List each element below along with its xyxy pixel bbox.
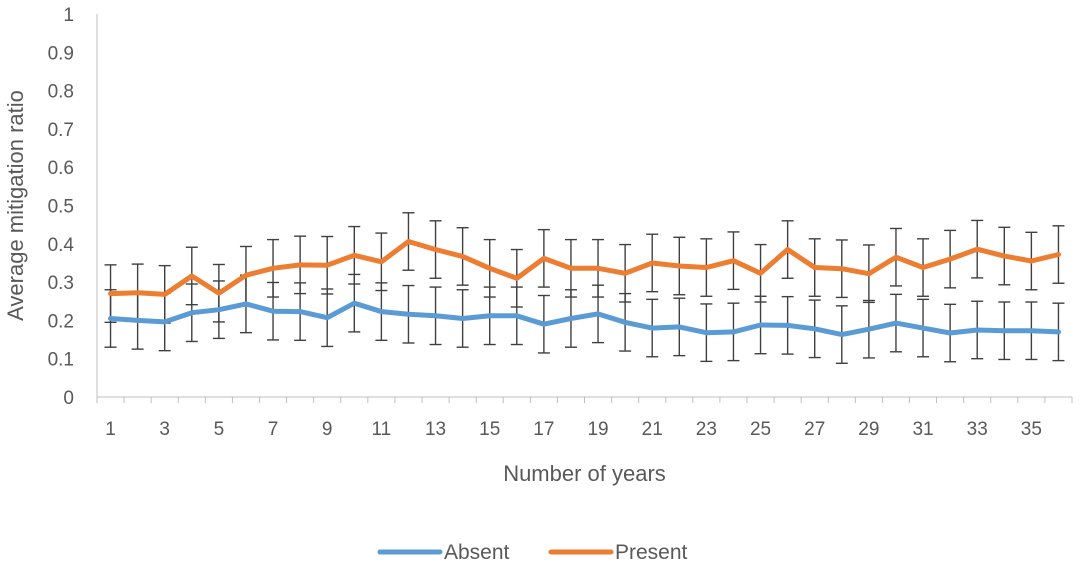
y-tick-label: 0.7 xyxy=(48,120,74,141)
x-tick-label: 29 xyxy=(858,419,879,440)
x-tick-label: 3 xyxy=(159,419,170,440)
legend-item-absent: Absent xyxy=(377,541,510,564)
x-tick-label: 1 xyxy=(105,419,116,440)
x-tick-label: 27 xyxy=(804,419,825,440)
x-tick-label: 31 xyxy=(912,419,933,440)
y-tick-label: 0.2 xyxy=(48,311,74,332)
x-tick-label: 15 xyxy=(479,419,500,440)
legend: Absent Present xyxy=(377,541,688,564)
y-tick-label: 0.6 xyxy=(48,158,74,179)
x-tick-label: 19 xyxy=(587,419,608,440)
series-line-present xyxy=(108,239,1061,297)
legend-label: Present xyxy=(615,541,688,564)
legend-label: Absent xyxy=(444,541,510,564)
x-tick-label: 25 xyxy=(750,419,771,440)
y-axis-ticks: 0 0.1 0.2 0.3 0.4 0.5 0.6 0.7 0.8 0.9 1 xyxy=(48,5,75,409)
series-lines xyxy=(108,239,1061,338)
y-tick-label: 0.5 xyxy=(48,197,74,218)
x-tick-label: 13 xyxy=(425,419,446,440)
x-axis-ticks: 1 3 5 7 9 11 13 15 17 19 21 23 25 27 29 31 33 35 xyxy=(96,397,1073,440)
x-tick-label: 7 xyxy=(268,419,279,440)
series-line-absent xyxy=(108,300,1061,338)
y-tick-label: 0.9 xyxy=(48,43,74,64)
x-tick-label: 9 xyxy=(322,419,333,440)
y-axis-title: Average mitigation ratio xyxy=(3,90,28,321)
y-tick-label: 0.4 xyxy=(48,235,75,256)
y-tick-label: 0.3 xyxy=(48,273,74,294)
x-tick-label: 17 xyxy=(533,419,554,440)
x-tick-label: 11 xyxy=(372,419,392,440)
x-tick-label: 35 xyxy=(1021,419,1042,440)
error-bars xyxy=(104,212,1065,364)
x-tick-label: 21 xyxy=(642,419,663,440)
y-tick-label: 0.8 xyxy=(48,82,74,103)
x-axis-title: Number of years xyxy=(503,461,666,486)
y-tick-label: 0.1 xyxy=(48,350,74,371)
x-tick-label: 33 xyxy=(967,419,988,440)
x-tick-label: 23 xyxy=(696,419,717,440)
x-tick-label: 5 xyxy=(214,419,225,440)
legend-item-present: Present xyxy=(548,541,688,564)
y-tick-label: 1 xyxy=(63,5,74,26)
y-tick-label: 0 xyxy=(63,388,74,409)
